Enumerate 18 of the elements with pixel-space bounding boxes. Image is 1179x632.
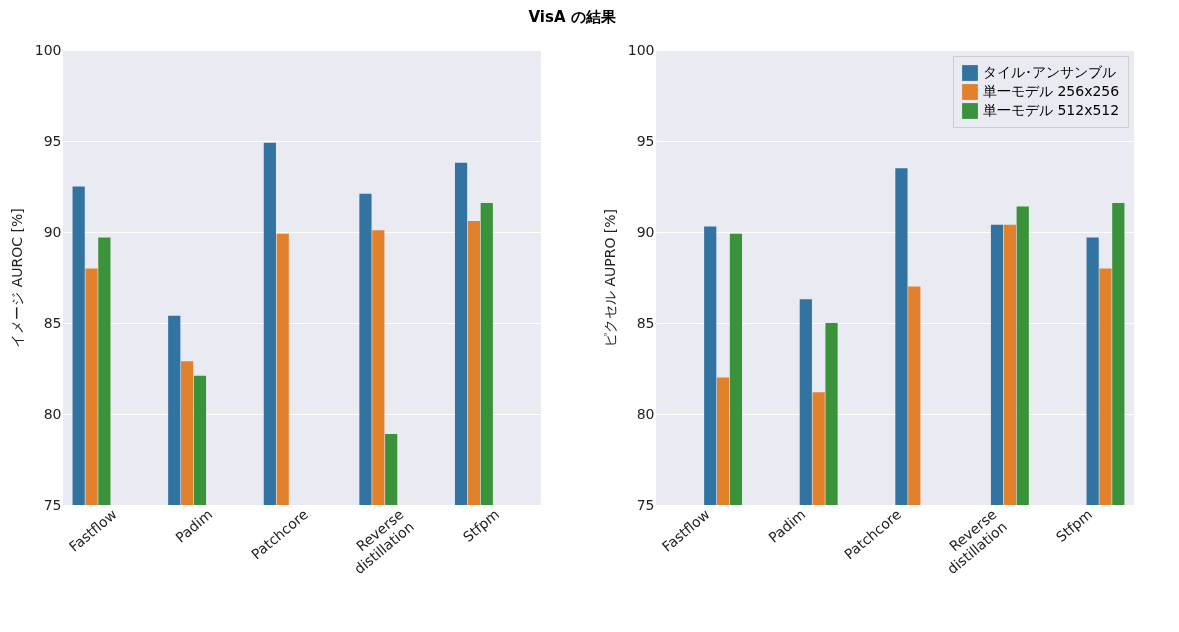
y-tick-label: 95 — [636, 132, 655, 149]
legend-label: タイル･アンサンブル — [983, 64, 1116, 80]
y-tick-label: 90 — [636, 223, 655, 240]
y-tick-label: 100 — [34, 41, 62, 58]
legend-label: 単一モデル 256x256 — [983, 83, 1120, 99]
y-tick-label: 90 — [43, 223, 62, 240]
y-axis-title: イメージ AUROC [%] — [8, 208, 25, 348]
legend-label: 単一モデル 512x512 — [983, 102, 1120, 118]
y-tick-label: 80 — [43, 405, 62, 422]
y-tick-label: 80 — [636, 405, 655, 422]
y-tick-label: 75 — [43, 496, 62, 513]
y-axis-title: ピクセル AUPRO [%] — [601, 208, 618, 348]
text: VisA の結果 — [528, 8, 617, 26]
y-tick-label: 85 — [43, 314, 62, 331]
y-tick-label: 100 — [627, 41, 655, 58]
y-tick-label: 75 — [636, 496, 655, 513]
y-tick-label: 95 — [43, 132, 62, 149]
y-tick-label: 85 — [636, 314, 655, 331]
